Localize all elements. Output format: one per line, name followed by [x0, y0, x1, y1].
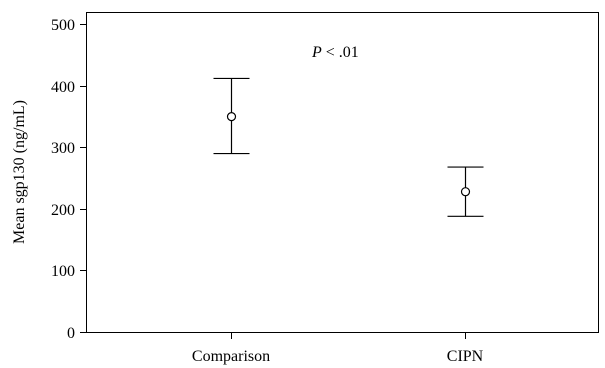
y-tick-label: 400 — [51, 79, 75, 96]
x-tick-label: CIPN — [447, 348, 484, 365]
annotation-rest: < .01 — [322, 44, 359, 61]
y-tick-label: 500 — [51, 17, 75, 34]
y-tick-label: 0 — [67, 325, 75, 342]
x-ticks: Comparison CIPN — [192, 332, 484, 365]
mean-point — [226, 112, 237, 122]
significance-annotation: P < .01 — [311, 44, 359, 61]
series — [213, 77, 484, 217]
y-ticks: 0 100 200 300 400 500 — [51, 17, 86, 342]
y-axis-label: Mean sgp130 (ng/mL) — [11, 100, 28, 244]
y-tick-label: 200 — [51, 202, 75, 219]
x-tick-label: Comparison — [192, 348, 270, 365]
plot-frame — [86, 12, 599, 333]
mean-point — [460, 187, 471, 197]
y-tick-label: 100 — [51, 263, 75, 280]
annotation-p: P — [311, 44, 322, 61]
y-tick-label: 300 — [51, 140, 75, 157]
